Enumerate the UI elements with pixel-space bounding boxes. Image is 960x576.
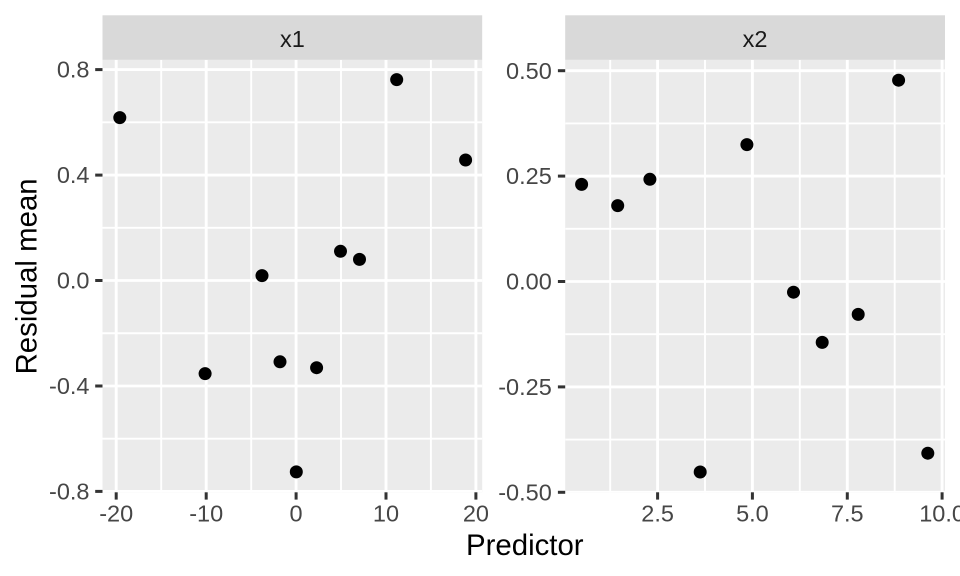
svg-text:-0.4: -0.4 xyxy=(49,373,90,399)
svg-text:x2: x2 xyxy=(743,26,768,52)
svg-text:7.5: 7.5 xyxy=(831,501,864,527)
svg-text:0.8: 0.8 xyxy=(57,57,90,83)
svg-text:5.0: 5.0 xyxy=(736,501,769,527)
svg-text:Predictor: Predictor xyxy=(466,529,584,562)
svg-text:2.5: 2.5 xyxy=(641,501,674,527)
svg-text:x1: x1 xyxy=(280,26,305,52)
svg-text:0.0: 0.0 xyxy=(57,268,90,294)
svg-text:-0.8: -0.8 xyxy=(49,479,90,505)
svg-text:-20: -20 xyxy=(99,501,133,527)
svg-text:0.25: 0.25 xyxy=(506,163,552,189)
svg-text:10.0: 10.0 xyxy=(919,501,960,527)
svg-text:0.50: 0.50 xyxy=(506,58,552,84)
svg-text:10: 10 xyxy=(373,501,399,527)
svg-text:0: 0 xyxy=(290,501,303,527)
svg-text:-0.25: -0.25 xyxy=(498,374,552,400)
svg-text:20: 20 xyxy=(463,501,489,527)
svg-text:-10: -10 xyxy=(189,501,223,527)
svg-text:Residual mean: Residual mean xyxy=(10,178,43,374)
svg-text:0.4: 0.4 xyxy=(57,162,90,188)
svg-text:-0.50: -0.50 xyxy=(498,479,552,505)
svg-text:0.00: 0.00 xyxy=(506,269,552,295)
